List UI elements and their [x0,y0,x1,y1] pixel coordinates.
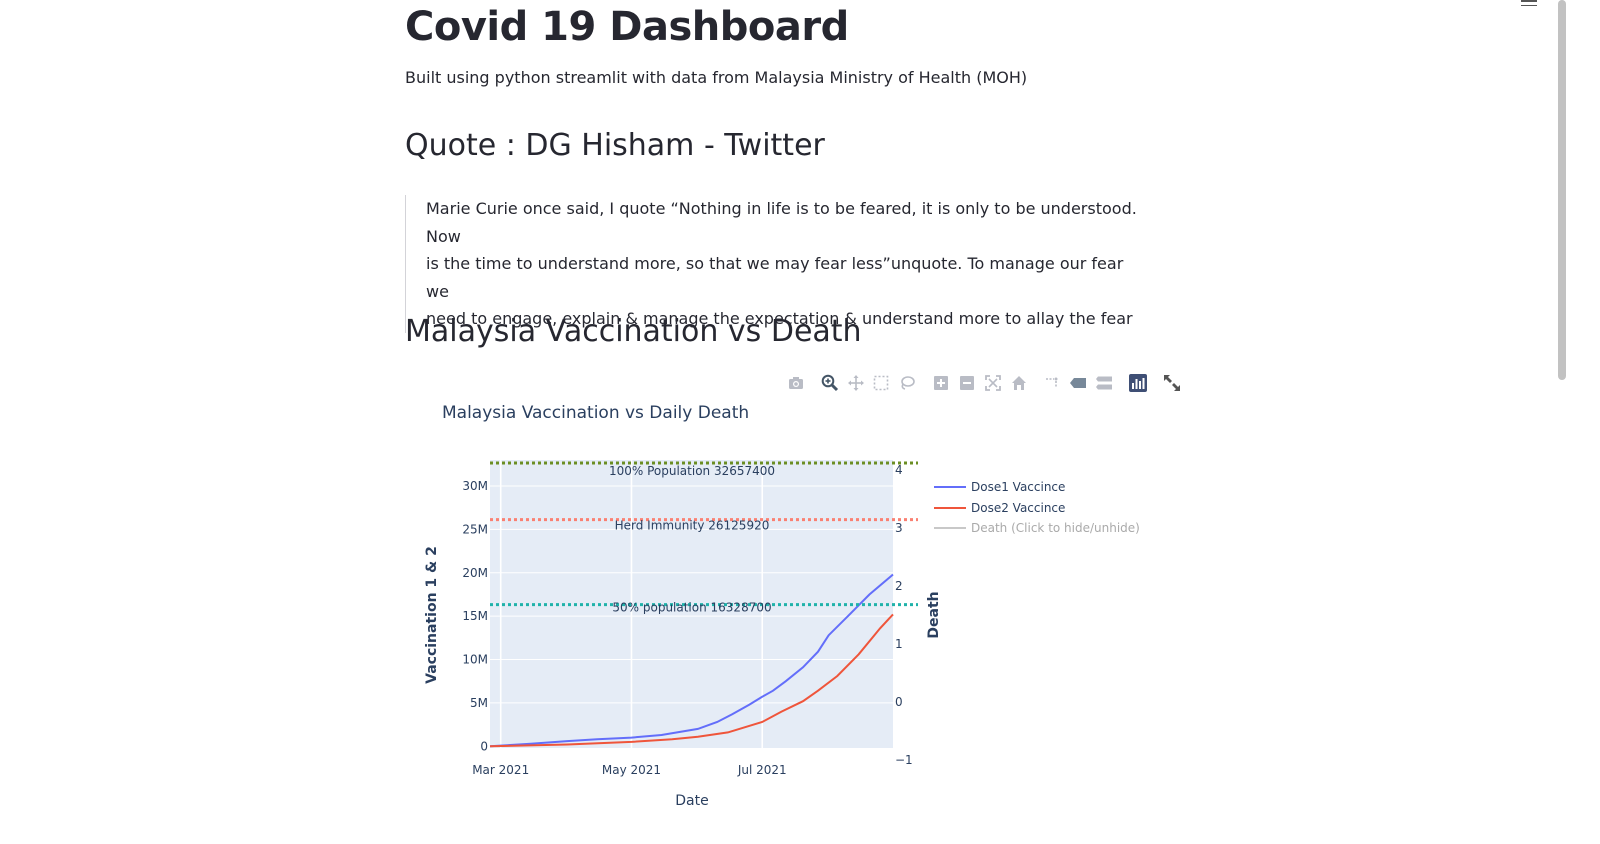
series-line-2 [489,613,894,748]
reset-axes-icon[interactable] [1009,373,1029,393]
y-tick-label: 30M [462,479,488,493]
y2-tick-label: 2 [895,579,903,593]
quote-heading: Quote : DG Hisham - Twitter [405,128,825,163]
autoscale-icon[interactable] [983,373,1003,393]
y2-tick-label: 3 [895,521,903,535]
y-axis-title: Vaccination 1 & 2 [424,546,440,684]
box-select-icon[interactable] [871,373,891,393]
x-tick-label: Jul 2021 [737,763,787,777]
chart-title: Malaysia Vaccination vs Daily Death [442,403,749,423]
compare-data-icon[interactable] [1094,373,1114,393]
reference-line-label: Herd Immunity 26125920 [615,519,770,533]
menu-bar [1521,4,1537,6]
y2-axis-title: Death [926,591,942,638]
quote-line: Marie Curie once said, I quote “Nothing … [426,199,1137,246]
spike-lines-icon[interactable] [1041,373,1061,393]
hamburger-menu-icon[interactable] [1521,0,1537,9]
y2-tick-label: −1 [895,753,913,767]
page-title: Covid 19 Dashboard [405,4,849,50]
y-tick-label: 5M [470,696,488,710]
legend-item[interactable]: Dose1 Vaccince [971,480,1065,494]
quote-line: need to engage, explain & manage the exp… [426,309,1133,328]
quote-line: is the time to understand more, so that … [426,254,1124,301]
y2-tick-label: 1 [895,637,903,651]
reference-line-label: 50% population 16328700 [612,601,771,615]
camera-icon[interactable] [786,373,806,393]
y-tick-label: 0 [480,739,488,753]
y2-tick-label: 4 [895,463,903,477]
legend-item[interactable]: Death (Click to hide/unhide) [971,521,1140,535]
y2-tick-label: 0 [895,695,903,709]
reference-line-label: 100% Population 32657400 [609,464,775,478]
chart-section-heading: Malaysia Vaccination vs Death [405,314,862,349]
x-axis-title: Date [675,793,708,809]
zoom-in-icon[interactable] [931,373,951,393]
fullscreen-icon[interactable] [1162,373,1182,393]
plotly-logo-icon[interactable] [1128,373,1148,393]
quote-blockquote: Marie Curie once said, I quote “Nothing … [405,195,1150,333]
plot-modebar [0,373,1600,395]
show-closest-icon[interactable] [1068,373,1088,393]
menu-bar [1521,0,1537,2]
zoom-icon[interactable] [820,373,840,393]
series-line-1 [489,573,894,748]
y-tick-label: 10M [462,653,488,667]
x-tick-label: May 2021 [602,763,661,777]
pan-icon[interactable] [846,373,866,393]
page-scrollbar[interactable] [1558,0,1566,380]
x-tick-label: Mar 2021 [472,763,529,777]
lasso-select-icon[interactable] [897,373,917,393]
vaccination-death-chart: Malaysia Vaccination vs Daily Death05M10… [424,403,1140,809]
zoom-out-icon[interactable] [957,373,977,393]
page-subtitle: Built using python streamlit with data f… [405,68,1028,87]
y-tick-label: 15M [462,609,488,623]
y-tick-label: 25M [462,522,488,536]
legend-item[interactable]: Dose2 Vaccince [971,501,1065,515]
y-tick-label: 20M [462,566,488,580]
